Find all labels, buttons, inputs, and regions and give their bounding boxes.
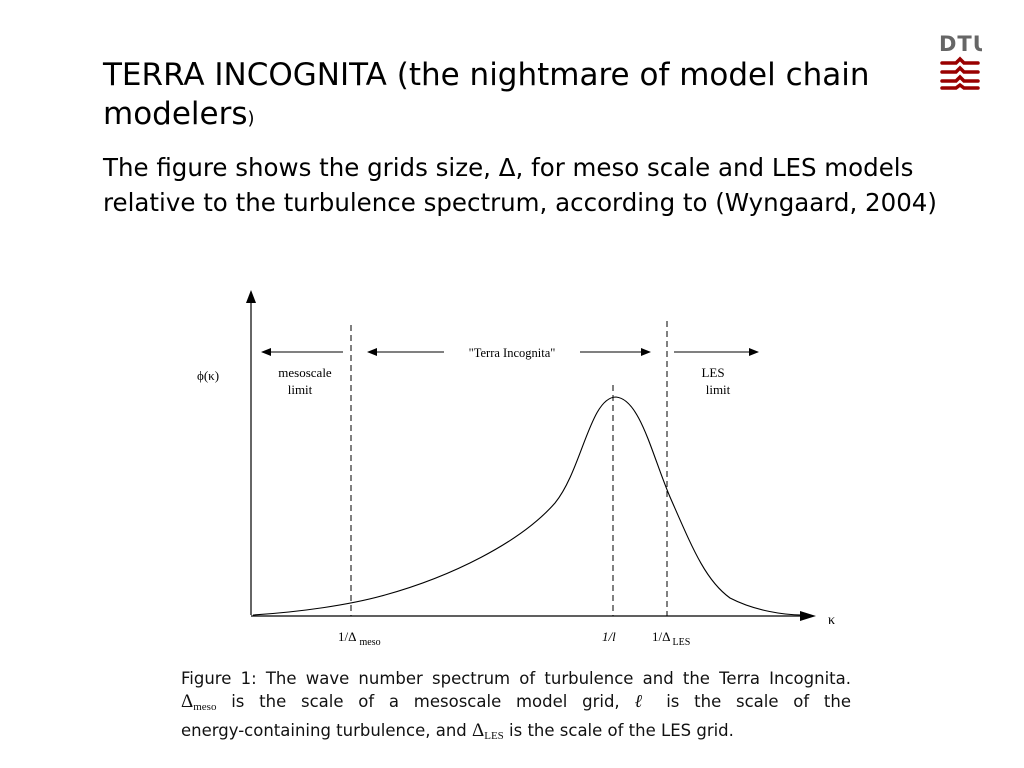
tick-les-main: 1/Δ (652, 629, 670, 644)
mesoscale-label-line1: mesoscale (278, 365, 332, 380)
caption-text-2b: is the scale of the (651, 692, 851, 711)
tick-meso-sub: meso (359, 637, 380, 648)
caption-line-3: energy-containing turbulence, and ΔLES i… (181, 719, 851, 748)
tick-l: 1/l (602, 629, 616, 644)
tick-les: 1/Δ LES (652, 629, 690, 648)
slide-title-paren: ) (247, 108, 255, 129)
caption-text-2a: is the scale of a mesoscale model grid, (216, 692, 635, 711)
dtu-logo-mark (940, 56, 980, 90)
mesoscale-label-line2: limit (288, 382, 313, 397)
caption-delta-meso: Δ (181, 691, 194, 712)
les-label-line2: limit (706, 382, 731, 397)
slide-title: TERRA INCOGNITA (the nightmare of model … (103, 56, 903, 138)
caption-ell: ℓ (634, 691, 652, 711)
caption-text-3a: energy-containing turbulence, and (181, 721, 472, 740)
les-label-line1: LES (701, 365, 724, 380)
caption-line-2: Δmeso is the scale of a mesoscale model … (181, 690, 851, 719)
terra-incognita-label: "Terra Incognita" (469, 346, 556, 360)
spectrum-figure: ϕ(κ) κ mesoscale limit "Terra Incognita"… (197, 290, 835, 648)
figure-caption: Figure 1: The wave number spectrum of tu… (181, 667, 851, 748)
x-axis-arrowhead (800, 611, 816, 621)
slide-body-text: The figure shows the grids size, Δ, for … (103, 153, 937, 217)
caption-text-1: Figure 1: The wave number spectrum of tu… (181, 669, 851, 688)
spectrum-curve (252, 396, 803, 616)
x-axis-label: κ (828, 613, 835, 628)
dtu-logo-text: DTU (939, 32, 982, 56)
dtu-logo: DTU (938, 30, 990, 94)
y-axis-arrowhead (246, 290, 256, 303)
caption-sub-les: LES (484, 730, 504, 742)
caption-sub-meso: meso (193, 701, 217, 713)
dtu-logo-icon: DTU (939, 32, 990, 90)
caption-text-3b: is the scale of the LES grid. (503, 721, 734, 740)
tick-les-sub: LES (672, 637, 690, 648)
caption-line-1: Figure 1: The wave number spectrum of tu… (181, 667, 851, 690)
tick-meso-main: 1/Δ (338, 629, 356, 644)
tick-meso: 1/Δ meso (338, 629, 381, 648)
caption-delta-les: Δ (472, 720, 485, 741)
slide-title-main: TERRA INCOGNITA (the nightmare of model … (103, 57, 870, 132)
y-axis-label: ϕ(κ) (197, 368, 219, 383)
